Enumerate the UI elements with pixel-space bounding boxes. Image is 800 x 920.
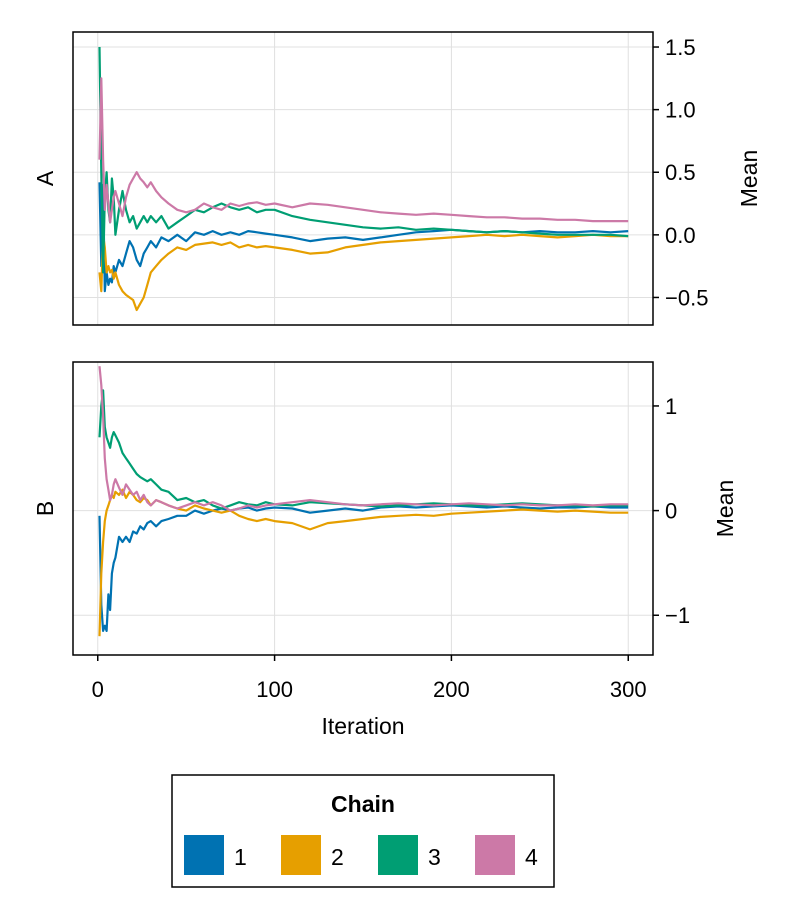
- y-tick-label-b: 0: [665, 499, 677, 524]
- series-group-b: [98, 366, 629, 637]
- legend-label-chain-3: 3: [428, 844, 441, 870]
- y-tick-label-a: 1.5: [665, 35, 696, 60]
- legend-swatch-chain-3: [378, 835, 418, 875]
- legend-label-chain-1: 1: [234, 844, 247, 870]
- legend-swatch-chain-4: [475, 835, 515, 875]
- series-group-a: [98, 46, 629, 312]
- plot-frame-b: [72, 361, 654, 656]
- series-line-b-chain-4: [98, 366, 629, 512]
- x-tick-label-b: 100: [256, 677, 293, 702]
- y-tick-label-a: 0.5: [665, 160, 696, 185]
- series-line-b-chain-3: [98, 389, 629, 510]
- panel-b: −1 0 1 0 100 200 300 Mean B: [32, 361, 738, 702]
- plot-frame-a: [72, 31, 654, 326]
- x-tick-label-b: 300: [610, 677, 647, 702]
- y-tick-label-a: 0.0: [665, 223, 696, 248]
- panel-a: −0.5 0.0 0.5 1.0 1.5 Mean A: [32, 31, 762, 326]
- legend-swatch-chain-1: [184, 835, 224, 875]
- y-axis-title-b: Mean: [712, 480, 738, 538]
- x-tick-label-b: 0: [92, 677, 104, 702]
- panel-label-b: B: [32, 501, 58, 516]
- plot-area-a: [73, 32, 653, 325]
- series-line-b-chain-2: [98, 488, 629, 637]
- legend-label-chain-4: 4: [525, 844, 538, 870]
- panel-label-a: A: [32, 170, 58, 186]
- y-tick-label-a: 1.0: [665, 98, 696, 123]
- series-line-a-chain-4: [98, 77, 629, 224]
- x-tick-label-b: 200: [433, 677, 470, 702]
- legend-label-chain-2: 2: [331, 844, 344, 870]
- legend-entries: 1 2 3 4: [184, 835, 538, 875]
- y-tick-label-a: −0.5: [665, 285, 708, 310]
- y-axis-title-a: Mean: [736, 150, 762, 208]
- y-tick-label-b: 1: [665, 394, 677, 419]
- legend-title: Chain: [331, 791, 395, 817]
- y-tick-label-b: −1: [665, 603, 690, 628]
- x-axis-title: Iteration: [321, 713, 404, 739]
- legend: Chain 1 2 3 4: [171, 774, 555, 888]
- legend-swatch-chain-2: [281, 835, 321, 875]
- series-line-a-chain-2: [98, 233, 629, 312]
